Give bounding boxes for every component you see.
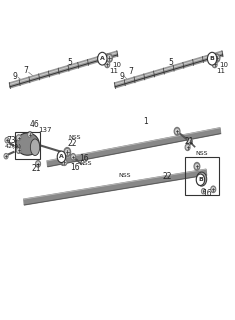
Text: 22: 22 [163,172,172,181]
Text: 1: 1 [143,117,148,126]
Circle shape [189,140,191,143]
Ellipse shape [16,133,39,155]
Circle shape [28,132,32,137]
Text: B: B [198,177,203,182]
Ellipse shape [30,139,40,156]
Circle shape [36,161,40,167]
Circle shape [196,174,205,186]
Text: 5: 5 [67,58,72,67]
Circle shape [17,148,21,153]
Text: 5: 5 [169,58,174,67]
Text: 10: 10 [112,62,121,68]
Bar [185,157,219,195]
Polygon shape [9,51,118,88]
Text: 7: 7 [24,66,28,75]
Text: 21: 21 [31,164,41,173]
Text: NSS: NSS [118,173,131,179]
Text: 22: 22 [68,139,77,148]
Circle shape [215,56,219,60]
Text: 16: 16 [71,163,80,172]
Text: A: A [100,56,105,61]
Circle shape [63,160,66,164]
Circle shape [174,127,180,135]
Circle shape [57,151,66,163]
Circle shape [106,63,109,66]
Text: 21: 21 [185,137,194,146]
Circle shape [213,63,216,66]
Circle shape [37,162,39,165]
Polygon shape [24,169,207,205]
Circle shape [5,138,9,143]
Circle shape [29,133,31,136]
Text: 16: 16 [79,154,88,163]
Circle shape [18,136,20,139]
Circle shape [212,188,215,191]
Polygon shape [47,128,221,167]
Circle shape [202,190,204,193]
Circle shape [18,149,20,152]
Text: 46: 46 [30,120,39,130]
Text: NSS: NSS [80,161,92,166]
Circle shape [17,135,21,140]
Circle shape [196,172,207,186]
Circle shape [105,61,110,68]
Text: 9: 9 [120,72,125,81]
Circle shape [199,176,204,182]
Circle shape [5,155,7,157]
Text: 137: 137 [38,127,51,133]
Text: 42(A): 42(A) [5,144,22,149]
Circle shape [202,189,205,194]
Text: 11: 11 [110,68,118,74]
Text: 9: 9 [12,72,17,81]
Circle shape [176,129,179,133]
Circle shape [4,154,8,159]
Text: NSS: NSS [68,135,81,140]
Polygon shape [115,51,223,88]
Text: 7: 7 [129,67,133,76]
Text: 10: 10 [219,62,228,68]
Circle shape [64,148,70,156]
Circle shape [6,139,8,142]
Text: 73: 73 [6,136,16,145]
Text: B: B [210,56,215,61]
Bar [15,132,40,159]
Circle shape [212,61,217,68]
Text: NSS: NSS [196,151,208,156]
Circle shape [214,54,220,62]
Circle shape [186,146,189,149]
Circle shape [194,163,200,170]
Text: A: A [59,154,64,159]
Circle shape [66,149,69,155]
Text: 16: 16 [203,188,212,198]
Circle shape [106,54,112,62]
Circle shape [188,138,192,145]
Circle shape [71,154,75,160]
Circle shape [108,56,111,60]
Circle shape [72,155,74,159]
Text: 11: 11 [216,68,225,74]
Circle shape [211,186,216,193]
Circle shape [185,144,190,150]
Circle shape [195,164,199,168]
Circle shape [62,159,67,165]
Circle shape [98,52,107,65]
Circle shape [208,52,217,65]
